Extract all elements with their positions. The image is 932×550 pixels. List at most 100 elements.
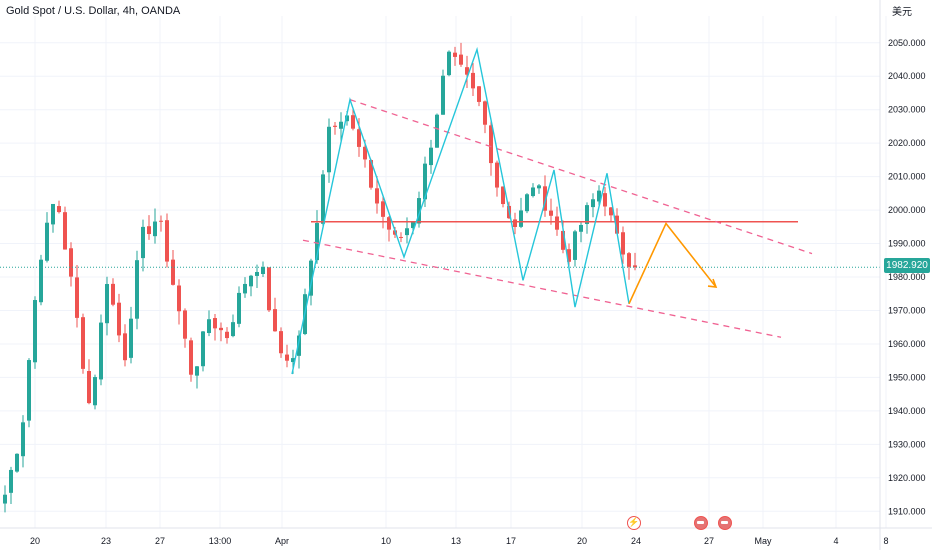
candle-body xyxy=(399,236,403,238)
candle-body xyxy=(177,285,181,312)
candle-body xyxy=(375,188,379,204)
lightning-event-icon[interactable]: ⚡ xyxy=(627,516,641,530)
candle-body xyxy=(615,215,619,234)
price-tick-label: 2050.000 xyxy=(888,38,926,48)
candle-body xyxy=(621,232,625,255)
candle-body xyxy=(123,333,127,361)
drawing-overlays xyxy=(0,46,880,375)
candle-body xyxy=(225,331,229,339)
candle-body xyxy=(543,186,547,211)
candle-body xyxy=(453,52,457,57)
candle-body xyxy=(231,322,235,337)
price-axis[interactable]: 1910.000 1920.000 1930.000 1940.000 1950.000… xyxy=(879,0,926,550)
channel-lower-line xyxy=(302,239,782,338)
candle-body xyxy=(369,160,373,188)
candle-body xyxy=(57,206,61,213)
us-flag-event-icon[interactable] xyxy=(718,516,732,530)
currency-label[interactable]: 美元 xyxy=(892,7,912,18)
candle-body xyxy=(429,147,433,166)
candle-body xyxy=(381,201,385,217)
candle-body xyxy=(333,125,337,127)
candle-body xyxy=(525,194,529,212)
candle-body xyxy=(183,310,187,339)
candle-body xyxy=(39,259,43,303)
candle-body xyxy=(591,199,595,208)
candle-body xyxy=(141,226,145,259)
candle-body xyxy=(261,266,265,274)
candle-body xyxy=(33,300,37,363)
price-tick-label: 1990.000 xyxy=(888,239,926,249)
candle-body xyxy=(447,51,451,76)
candle-body xyxy=(3,494,7,504)
zigzag-pattern-line xyxy=(291,46,630,375)
candle-body xyxy=(387,217,391,230)
candle-body xyxy=(459,54,463,65)
candle-body xyxy=(93,377,97,406)
candle-body xyxy=(207,319,211,334)
candle-body xyxy=(567,249,571,262)
candle-body xyxy=(249,275,253,287)
candle-body xyxy=(291,358,295,363)
candle-body xyxy=(501,186,505,205)
candle-body xyxy=(9,469,13,493)
price-tick-label: 1970.000 xyxy=(888,305,926,315)
candle-body xyxy=(597,190,601,202)
last-price-badge: 1982.920 xyxy=(884,258,930,273)
candle-body xyxy=(237,292,241,324)
candle-body xyxy=(465,67,469,75)
price-tick-label: 2020.000 xyxy=(888,138,926,148)
candle-body xyxy=(297,335,301,356)
candle-body xyxy=(363,146,367,160)
candle-body xyxy=(267,267,271,311)
candle-body xyxy=(147,226,151,235)
time-tick-label: Apr xyxy=(275,536,289,546)
price-tick-label: 2030.000 xyxy=(888,105,926,115)
candle-body xyxy=(159,220,163,222)
time-tick-label: 24 xyxy=(631,536,641,546)
time-axis[interactable]: 20 23 27 13:00 Apr 10 13 17 20 24 27 May 4 8 xyxy=(0,527,932,546)
candle-body xyxy=(603,193,607,207)
candle-body xyxy=(633,265,637,268)
candle-body xyxy=(321,174,325,224)
candle-body xyxy=(51,203,55,225)
candle-body xyxy=(171,259,175,285)
candle-body xyxy=(549,210,553,216)
candle-body xyxy=(423,163,427,200)
candle-body xyxy=(519,210,523,227)
candlestick-series xyxy=(3,42,637,513)
candle-body xyxy=(45,222,49,261)
candle-body xyxy=(111,283,115,305)
candle-body xyxy=(405,228,409,236)
candle-body xyxy=(417,198,421,224)
price-tick-label: 2010.000 xyxy=(888,172,926,182)
candle-body xyxy=(219,327,223,331)
us-flag-event-icon[interactable] xyxy=(694,516,708,530)
price-tick-label: 1980.000 xyxy=(888,272,926,282)
candle-body xyxy=(327,126,331,173)
forecast-arrow-head xyxy=(707,278,718,289)
time-tick-label: 27 xyxy=(155,536,165,546)
candle-body xyxy=(357,129,361,147)
candle-body xyxy=(627,253,631,267)
candle-body xyxy=(153,221,157,237)
candle-body xyxy=(573,231,577,260)
candle-body xyxy=(489,125,493,164)
candle-body xyxy=(555,216,559,230)
candle-body xyxy=(273,309,277,332)
candle-body xyxy=(531,187,535,197)
candle-body xyxy=(435,114,439,148)
candle-body xyxy=(441,75,445,115)
candle-body xyxy=(27,360,31,421)
candle-body xyxy=(135,260,139,319)
price-tick-label: 1950.000 xyxy=(888,372,926,382)
time-tick-label: 20 xyxy=(30,536,40,546)
candle-body xyxy=(165,220,169,262)
candle-body xyxy=(477,86,481,102)
candle-body xyxy=(537,185,541,189)
candle-body xyxy=(579,224,583,232)
candle-body xyxy=(351,115,355,129)
candle-body xyxy=(81,317,85,369)
price-tick-label: 2000.000 xyxy=(888,205,926,215)
